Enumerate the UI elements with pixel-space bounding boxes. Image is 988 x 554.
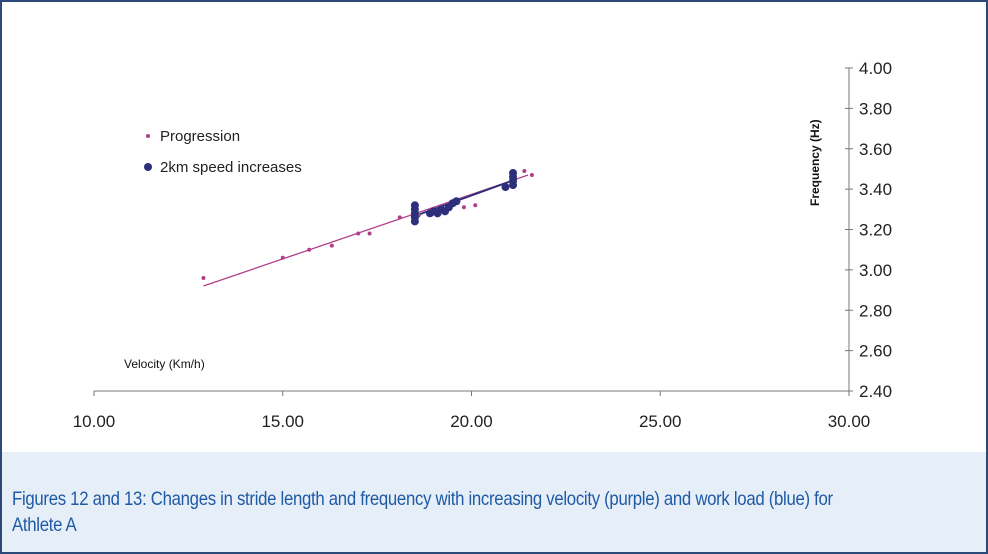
point-2km	[501, 183, 510, 192]
point-progression	[529, 172, 534, 177]
x-tick-label: 10.00	[73, 412, 116, 431]
point-progression	[201, 275, 206, 280]
x-tick-label: 15.00	[261, 412, 304, 431]
point-progression	[280, 255, 285, 260]
legend-marker-2km	[144, 163, 152, 171]
y-tick-label: 4.00	[859, 59, 892, 78]
legend-marker-progression	[146, 134, 150, 138]
x-axis-label: Velocity (Km/h)	[124, 357, 205, 371]
y-tick-label: 2.40	[859, 382, 892, 401]
point-progression	[473, 203, 478, 208]
legend-label-2km: 2km speed increases	[160, 159, 302, 176]
y-tick-label: 3.20	[859, 221, 892, 240]
x-tick-label: 25.00	[639, 412, 682, 431]
point-progression	[461, 205, 466, 210]
y-axis-label: Frequency (Hz)	[808, 119, 822, 206]
y-tick-label: 3.40	[859, 180, 892, 199]
y-tick-label: 3.60	[859, 140, 892, 159]
point-progression	[329, 243, 334, 248]
legend-label-progression: Progression	[160, 128, 240, 145]
point-progression	[367, 231, 372, 236]
point-2km	[410, 201, 419, 210]
trendline-progression	[203, 174, 529, 287]
y-tick-label: 2.60	[859, 342, 892, 361]
y-tick-label: 3.00	[859, 261, 892, 280]
y-tick-label: 3.80	[859, 99, 892, 118]
x-tick-label: 20.00	[450, 412, 493, 431]
point-progression	[522, 168, 527, 173]
x-tick-label: 30.00	[828, 412, 871, 431]
point-2km	[452, 197, 461, 206]
y-tick-label: 2.80	[859, 301, 892, 320]
point-progression	[397, 215, 402, 220]
point-2km	[509, 168, 518, 177]
point-progression	[356, 231, 361, 236]
figure-caption: Figures 12 and 13: Changes in stride len…	[12, 488, 833, 536]
point-progression	[307, 247, 312, 252]
caption-band	[2, 452, 986, 552]
